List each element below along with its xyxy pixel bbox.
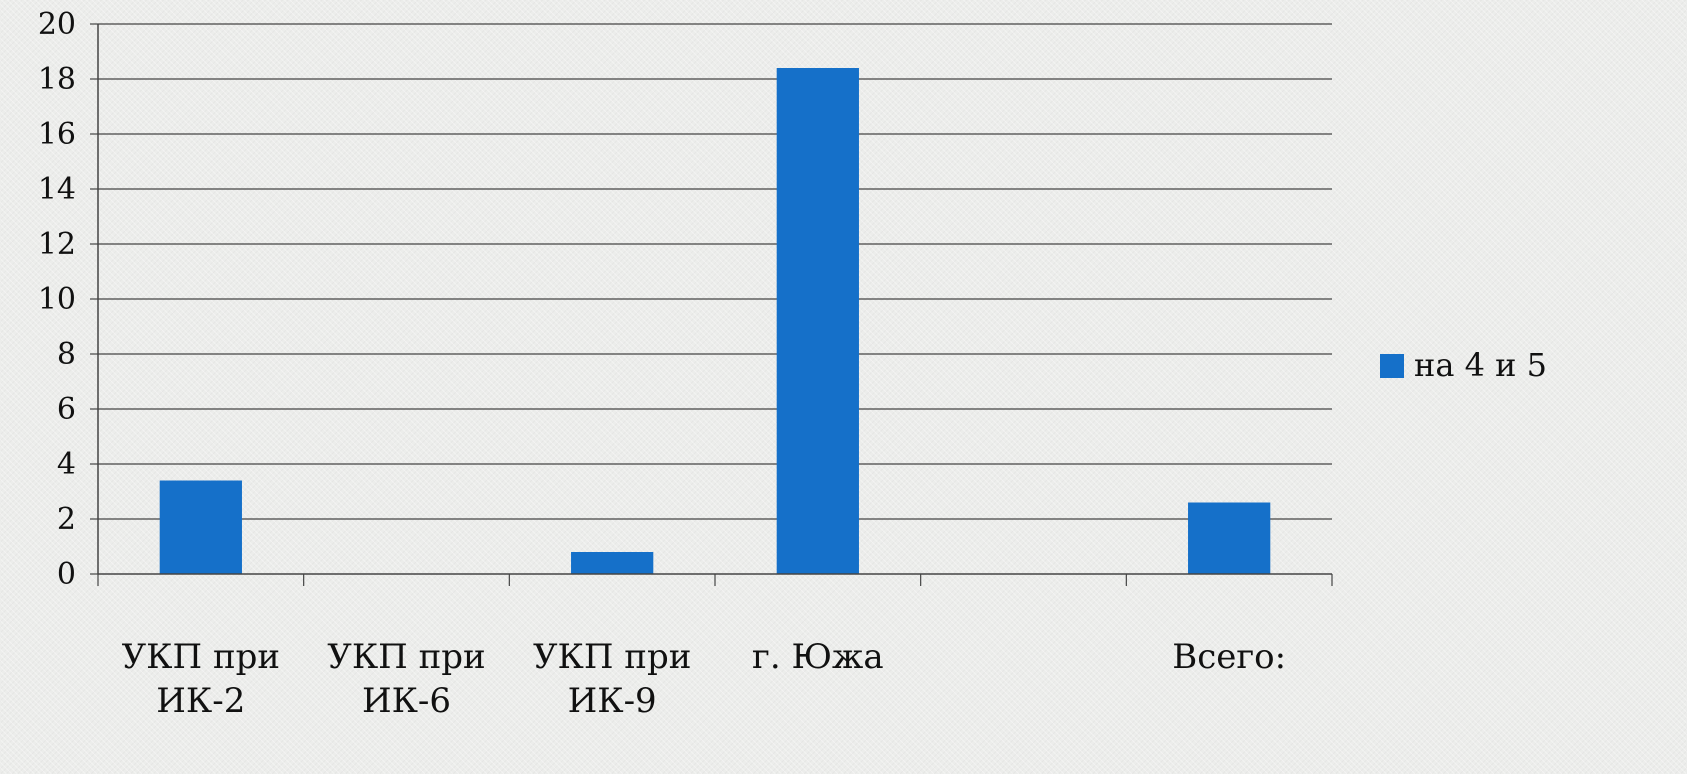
y-tick-label: 6 bbox=[57, 392, 76, 427]
y-tick-label: 2 bbox=[57, 502, 76, 537]
y-axis-ticks: 0 2 4 6 8 10 12 14 16 18 20 bbox=[38, 7, 98, 592]
legend-swatch bbox=[1380, 354, 1404, 378]
x-tick-label: ИК-6 bbox=[362, 681, 451, 721]
y-tick-label: 8 bbox=[57, 337, 76, 372]
x-tick-label: УКП при bbox=[327, 637, 485, 677]
x-tick-label: Всего: bbox=[1172, 637, 1286, 677]
x-tick-label: г. Южа bbox=[752, 637, 884, 677]
y-tick-label: 16 bbox=[38, 117, 76, 152]
bar bbox=[159, 480, 242, 574]
legend-label: на 4 и 5 bbox=[1414, 346, 1547, 384]
bar bbox=[776, 68, 859, 574]
legend: на 4 и 5 bbox=[1380, 346, 1547, 384]
x-tick-label: ИК-2 bbox=[156, 681, 245, 721]
y-tick-label: 0 bbox=[57, 557, 76, 592]
y-tick-label: 14 bbox=[38, 172, 76, 207]
x-tick-label: ИК-9 bbox=[568, 681, 657, 721]
y-tick-label: 18 bbox=[38, 62, 76, 97]
y-tick-label: 10 bbox=[38, 282, 76, 317]
y-tick-label: 20 bbox=[38, 7, 76, 42]
bars bbox=[159, 68, 1271, 574]
y-tick-label: 4 bbox=[57, 447, 76, 482]
axes bbox=[97, 24, 1333, 586]
bar bbox=[571, 552, 654, 574]
x-tick-label: УКП при bbox=[122, 637, 280, 677]
y-tick-label: 12 bbox=[38, 227, 76, 262]
gridlines bbox=[98, 23, 1332, 520]
bar bbox=[1188, 502, 1271, 574]
x-tick-label: УКП при bbox=[533, 637, 691, 677]
